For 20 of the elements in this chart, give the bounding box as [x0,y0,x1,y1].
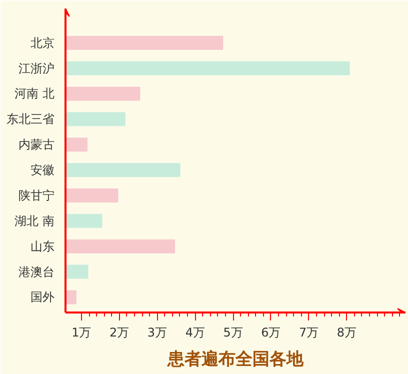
x-tick-label: 7万 [299,326,319,340]
x-tick-label: 5万 [223,326,243,340]
y-tick-label: 安徽 [30,163,54,178]
y-tick-label: 湖北 南 [14,214,55,228]
y-tick-label: 内蒙古 [18,138,54,152]
y-tick-label: 江浙沪 [18,61,54,76]
y-tick-label: 港澳台 [18,264,54,279]
x-tick-label: 6万 [261,326,281,340]
y-tick-label: 国外 [30,290,54,304]
x-tick-label: 1万 [72,326,92,340]
x-tick-label: 3万 [147,326,168,340]
y-tick-label: 山东 [30,239,54,254]
y-tick-label: 东北三省 [6,112,54,126]
x-tick-label: 8万 [336,326,357,340]
x-tick-label: 2万 [110,326,130,340]
y-tick-label: 北京 [30,36,54,50]
y-tick-label: 陕甘宁 [18,188,54,202]
x-tick-label: 4万 [185,326,205,340]
y-tick-label: 河南 北 [14,86,55,101]
text: 患者遍布全国各地 [166,350,304,370]
